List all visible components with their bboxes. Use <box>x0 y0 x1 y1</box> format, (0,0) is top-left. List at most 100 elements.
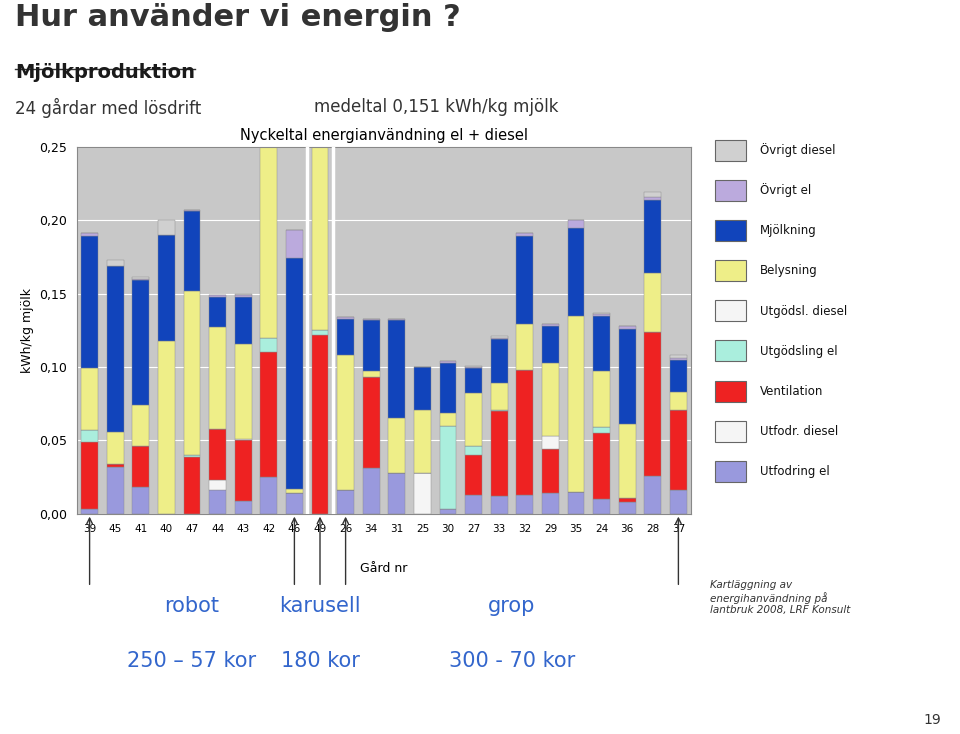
Bar <box>260 352 277 477</box>
Bar <box>567 228 585 316</box>
Bar <box>593 371 610 427</box>
Bar <box>107 432 124 464</box>
Bar <box>260 477 277 514</box>
Bar <box>466 367 482 368</box>
Bar <box>619 502 636 514</box>
Bar <box>491 338 508 339</box>
Text: 250 – 57 kor: 250 – 57 kor <box>128 650 256 671</box>
Title: Nyckeltal energianvändning el + diesel: Nyckeltal energianvändning el + diesel <box>240 128 528 143</box>
Bar <box>715 381 746 401</box>
Y-axis label: kWh/kg mjölk: kWh/kg mjölk <box>20 288 34 373</box>
Bar <box>466 393 482 446</box>
Text: Utfodr. diesel: Utfodr. diesel <box>759 425 838 438</box>
Bar <box>82 509 98 514</box>
Bar <box>491 496 508 514</box>
Bar <box>312 335 328 514</box>
Bar <box>466 366 482 367</box>
Bar <box>593 316 610 371</box>
Bar <box>363 377 379 468</box>
Bar <box>132 405 149 446</box>
Text: Hur använder vi energin ?: Hur använder vi energin ? <box>15 3 461 32</box>
Bar <box>363 320 379 371</box>
Bar <box>363 468 379 514</box>
Bar <box>491 410 508 411</box>
Bar <box>260 60 277 63</box>
Bar <box>644 476 661 514</box>
Bar <box>715 421 746 442</box>
Text: medeltal 0,151 kWh/kg mjölk: medeltal 0,151 kWh/kg mjölk <box>315 98 559 116</box>
Text: robot: robot <box>164 595 220 616</box>
Bar <box>644 273 661 332</box>
Bar <box>715 180 746 201</box>
Bar <box>107 464 124 467</box>
Bar <box>491 336 508 338</box>
Bar <box>644 192 661 197</box>
Bar <box>619 329 636 424</box>
Bar <box>286 493 302 514</box>
Text: Belysning: Belysning <box>759 264 818 277</box>
Text: Ventilation: Ventilation <box>759 385 823 398</box>
Bar <box>491 339 508 383</box>
Bar <box>132 280 149 405</box>
Bar <box>132 446 149 487</box>
Bar <box>440 363 456 413</box>
Bar <box>542 326 559 363</box>
Bar <box>337 317 354 319</box>
Bar <box>542 363 559 436</box>
Bar <box>516 370 533 495</box>
Bar <box>516 236 533 324</box>
Bar <box>414 473 431 514</box>
Bar <box>542 324 559 326</box>
Bar <box>389 473 405 514</box>
Bar <box>209 327 226 429</box>
Bar <box>389 319 405 320</box>
Text: Utfodring el: Utfodring el <box>759 465 829 479</box>
Bar <box>466 495 482 514</box>
Bar <box>670 360 686 392</box>
Bar <box>337 319 354 355</box>
Bar <box>491 383 508 410</box>
Text: 180 kor: 180 kor <box>280 650 359 671</box>
Bar <box>312 68 328 100</box>
Text: Utgödsling el: Utgödsling el <box>759 345 837 357</box>
Bar <box>158 220 175 235</box>
Bar <box>183 210 201 211</box>
Bar <box>235 440 252 501</box>
Bar <box>670 392 686 410</box>
Bar <box>235 439 252 440</box>
Bar <box>132 279 149 280</box>
Bar <box>466 368 482 393</box>
Bar <box>82 442 98 509</box>
Text: Utgödsl. diesel: Utgödsl. diesel <box>759 305 847 318</box>
Text: grop: grop <box>489 595 536 616</box>
Bar <box>491 411 508 496</box>
Bar <box>82 233 98 236</box>
Bar <box>670 355 686 358</box>
Bar <box>183 457 201 514</box>
Bar <box>82 368 98 430</box>
Bar <box>440 509 456 514</box>
Bar <box>260 338 277 352</box>
Bar <box>82 430 98 442</box>
Bar <box>286 258 302 489</box>
Bar <box>235 297 252 344</box>
Text: Gård nr: Gård nr <box>360 562 408 575</box>
Bar <box>260 132 277 338</box>
Text: Kartläggning av
energihanvändning på
lantbruk 2008, LRF Konsult: Kartläggning av energihanvändning på lan… <box>710 580 851 615</box>
Bar <box>337 490 354 514</box>
Bar <box>209 480 226 490</box>
Bar <box>183 455 201 457</box>
Bar <box>414 367 431 410</box>
Bar <box>235 501 252 514</box>
Text: 24 gårdar med lösdrift: 24 gårdar med lösdrift <box>15 98 202 118</box>
Bar <box>619 424 636 498</box>
Bar <box>542 493 559 514</box>
Bar <box>715 220 746 241</box>
Bar <box>593 314 610 316</box>
Bar <box>516 233 533 236</box>
Bar <box>715 139 746 161</box>
Bar <box>82 236 98 368</box>
Bar <box>209 295 226 297</box>
Bar <box>286 230 302 258</box>
Bar <box>542 449 559 493</box>
